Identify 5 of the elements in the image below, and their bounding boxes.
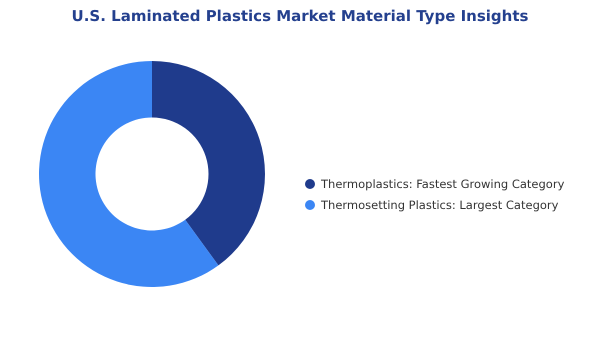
legend-label: Thermoplastics: Fastest Growing Category — [320, 177, 565, 191]
donut-slice — [152, 61, 265, 266]
donut-slice — [39, 61, 218, 287]
legend-label: Thermosetting Plastics: Largest Category — [320, 198, 559, 212]
chart-title: U.S. Laminated Plastics Market Material Type Insights — [72, 7, 529, 25]
